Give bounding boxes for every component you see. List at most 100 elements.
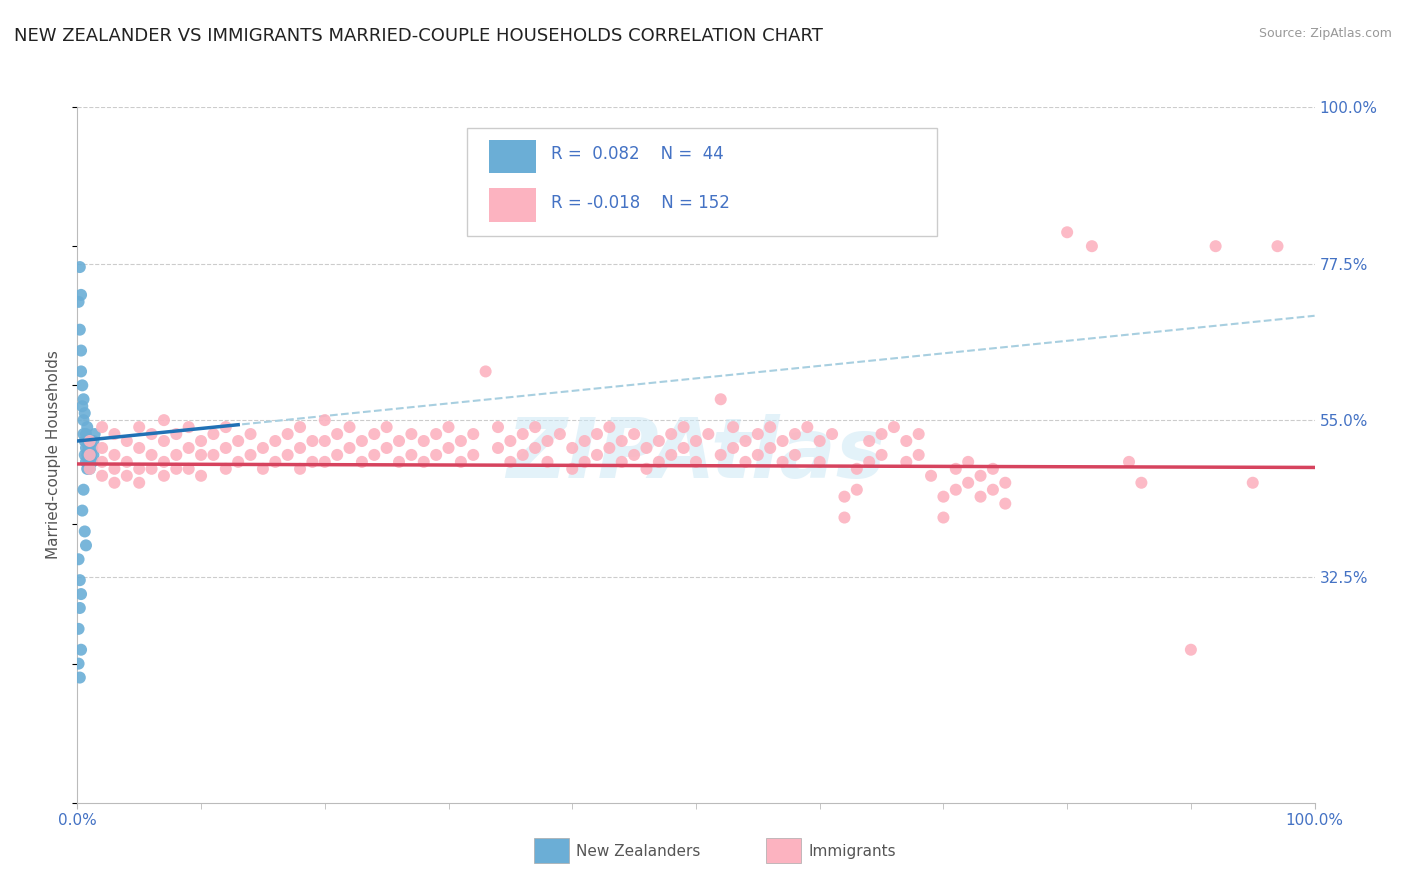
Point: [91, 468, 114, 483]
Point: [388, 434, 411, 448]
Point: [115, 434, 138, 448]
Point: [301, 455, 323, 469]
Point: [103, 475, 125, 490]
Point: [772, 434, 794, 448]
Point: [648, 455, 671, 469]
Point: [77, 455, 100, 469]
Point: [75, 427, 97, 442]
Point: [870, 427, 893, 442]
Point: [808, 455, 831, 469]
Point: [907, 427, 929, 442]
Point: [896, 455, 918, 469]
Text: New Zealanders: New Zealanders: [576, 845, 700, 859]
Bar: [489, 140, 536, 173]
Point: [67, 552, 90, 566]
Point: [957, 475, 980, 490]
Point: [659, 427, 682, 442]
Point: [524, 441, 547, 455]
Point: [659, 448, 682, 462]
Point: [561, 441, 583, 455]
Point: [772, 455, 794, 469]
Point: [72, 483, 94, 497]
Point: [239, 448, 262, 462]
Point: [67, 294, 90, 309]
Point: [759, 420, 782, 434]
Point: [1180, 642, 1202, 657]
Point: [1130, 475, 1153, 490]
Point: [574, 455, 596, 469]
Point: [72, 378, 94, 392]
Point: [783, 427, 806, 442]
Point: [69, 573, 91, 587]
Point: [91, 441, 114, 455]
Point: [141, 462, 163, 476]
Point: [610, 455, 633, 469]
Point: [75, 455, 97, 469]
Point: [499, 434, 522, 448]
Point: [215, 420, 238, 434]
Point: [83, 427, 105, 442]
Point: [215, 441, 238, 455]
Point: [425, 427, 447, 442]
Point: [79, 448, 101, 462]
Point: [288, 441, 311, 455]
Point: [277, 448, 299, 462]
Point: [70, 587, 93, 601]
Text: Source: ZipAtlas.com: Source: ZipAtlas.com: [1258, 27, 1392, 40]
Point: [128, 441, 150, 455]
Text: R = -0.018    N = 152: R = -0.018 N = 152: [551, 194, 730, 212]
Y-axis label: Married-couple Households: Married-couple Households: [46, 351, 62, 559]
Point: [128, 420, 150, 434]
Point: [734, 455, 756, 469]
Point: [870, 448, 893, 462]
Point: [474, 364, 496, 378]
Point: [91, 455, 114, 469]
Point: [586, 448, 609, 462]
Point: [339, 441, 361, 455]
Point: [524, 420, 547, 434]
Point: [994, 475, 1017, 490]
Point: [141, 448, 163, 462]
Point: [73, 448, 96, 462]
Point: [350, 455, 373, 469]
Point: [67, 622, 90, 636]
Point: [808, 434, 831, 448]
Point: [858, 434, 880, 448]
Point: [252, 462, 274, 476]
Point: [499, 455, 522, 469]
Point: [759, 441, 782, 455]
Point: [70, 364, 93, 378]
Point: [450, 434, 472, 448]
Point: [72, 413, 94, 427]
Point: [486, 441, 509, 455]
Point: [981, 483, 1004, 497]
Point: [450, 455, 472, 469]
Point: [1056, 225, 1078, 239]
Point: [437, 441, 460, 455]
Point: [79, 434, 101, 448]
Point: [697, 427, 720, 442]
Point: [76, 448, 98, 462]
Point: [536, 455, 558, 469]
Point: [73, 434, 96, 448]
Point: [73, 524, 96, 539]
Point: [721, 441, 744, 455]
Point: [858, 455, 880, 469]
Point: [747, 448, 769, 462]
Point: [548, 427, 571, 442]
Point: [648, 434, 671, 448]
Point: [153, 455, 176, 469]
Point: [388, 455, 411, 469]
Point: [710, 448, 733, 462]
Point: [834, 510, 856, 524]
Point: [623, 427, 645, 442]
Point: [994, 497, 1017, 511]
Point: [165, 427, 187, 442]
Point: [375, 441, 398, 455]
Point: [363, 427, 385, 442]
Point: [401, 427, 423, 442]
Point: [70, 642, 93, 657]
Point: [190, 468, 212, 483]
Point: [463, 427, 485, 442]
Point: [796, 420, 818, 434]
